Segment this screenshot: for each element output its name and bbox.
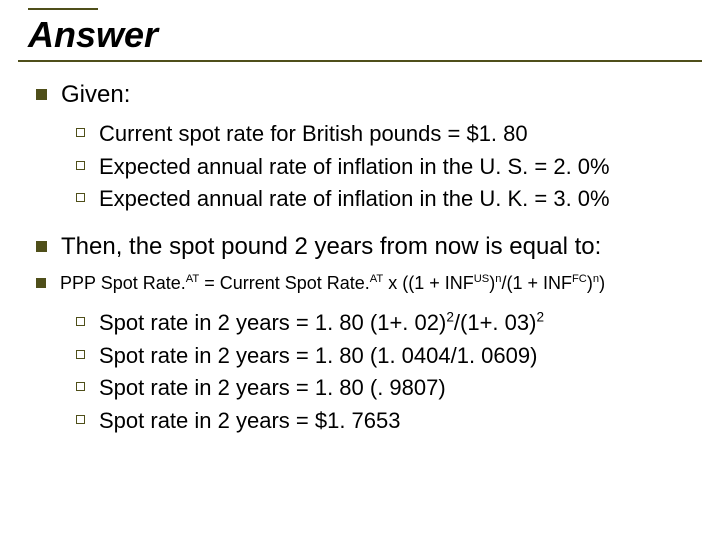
f-p2: = Current Spot Rate. [199, 273, 370, 293]
hollow-square-bullet-icon [76, 350, 85, 359]
then-label: Then, the spot pound 2 years from now is… [61, 232, 696, 262]
given-label: Given: [61, 80, 696, 110]
calc-line-4: Spot rate in 2 years = $1. 7653 [99, 407, 696, 436]
hollow-square-bullet-icon [76, 161, 85, 170]
list-item: Spot rate in 2 years = 1. 80 (1. 0404/1.… [76, 342, 696, 371]
given-item-1: Current spot rate for British pounds = $… [99, 120, 696, 149]
square-bullet-icon [36, 278, 46, 288]
slide-title: Answer [18, 10, 702, 60]
calc-line-3: Spot rate in 2 years = 1. 80 (. 9807) [99, 374, 696, 403]
hollow-square-bullet-icon [76, 415, 85, 424]
hollow-square-bullet-icon [76, 193, 85, 202]
hollow-square-bullet-icon [76, 382, 85, 391]
list-item: Current spot rate for British pounds = $… [76, 120, 696, 149]
square-bullet-icon [36, 241, 47, 252]
ppp-formula: PPP Spot Rate.AT = Current Spot Rate.AT … [60, 272, 696, 295]
c1-a: Spot rate in 2 years = 1. 80 (1+. 02) [99, 310, 446, 335]
calc-items: Spot rate in 2 years = 1. 80 (1+. 02)2/(… [76, 309, 696, 435]
f-p7: ) [599, 273, 605, 293]
title-bottom-rule [18, 60, 702, 62]
f-p3: x ((1 + INF [383, 273, 474, 293]
slide: Answer Given: Current spot rate for Brit… [0, 0, 720, 540]
given-items: Current spot rate for British pounds = $… [76, 120, 696, 214]
then-header: Then, the spot pound 2 years from now is… [36, 232, 696, 262]
c1-b: /(1+. 03) [454, 310, 537, 335]
hollow-square-bullet-icon [76, 317, 85, 326]
f-sup2: AT [370, 273, 383, 285]
list-item: Spot rate in 2 years = 1. 80 (. 9807) [76, 374, 696, 403]
f-p1: PPP Spot Rate. [60, 273, 186, 293]
given-item-2: Expected annual rate of inflation in the… [99, 153, 696, 182]
square-bullet-icon [36, 89, 47, 100]
given-header: Given: [36, 80, 696, 110]
list-item: Expected annual rate of inflation in the… [76, 185, 696, 214]
list-item: Spot rate in 2 years = 1. 80 (1+. 02)2/(… [76, 309, 696, 338]
list-item: Spot rate in 2 years = $1. 7653 [76, 407, 696, 436]
c1-s1: 2 [446, 310, 454, 325]
calc-line-1: Spot rate in 2 years = 1. 80 (1+. 02)2/(… [99, 309, 696, 338]
ppp-formula-line: PPP Spot Rate.AT = Current Spot Rate.AT … [36, 272, 696, 295]
f-p5: /(1 + INF [501, 273, 572, 293]
c1-s2: 2 [536, 310, 544, 325]
content-area: Given: Current spot rate for British pou… [36, 80, 696, 454]
hollow-square-bullet-icon [76, 128, 85, 137]
calc-line-2: Spot rate in 2 years = 1. 80 (1. 0404/1.… [99, 342, 696, 371]
list-item: Expected annual rate of inflation in the… [76, 153, 696, 182]
f-sup5: FC [572, 273, 587, 285]
title-block: Answer [18, 8, 702, 62]
f-sup1: AT [186, 273, 199, 285]
given-item-3: Expected annual rate of inflation in the… [99, 185, 696, 214]
f-sup3: US [474, 273, 490, 285]
